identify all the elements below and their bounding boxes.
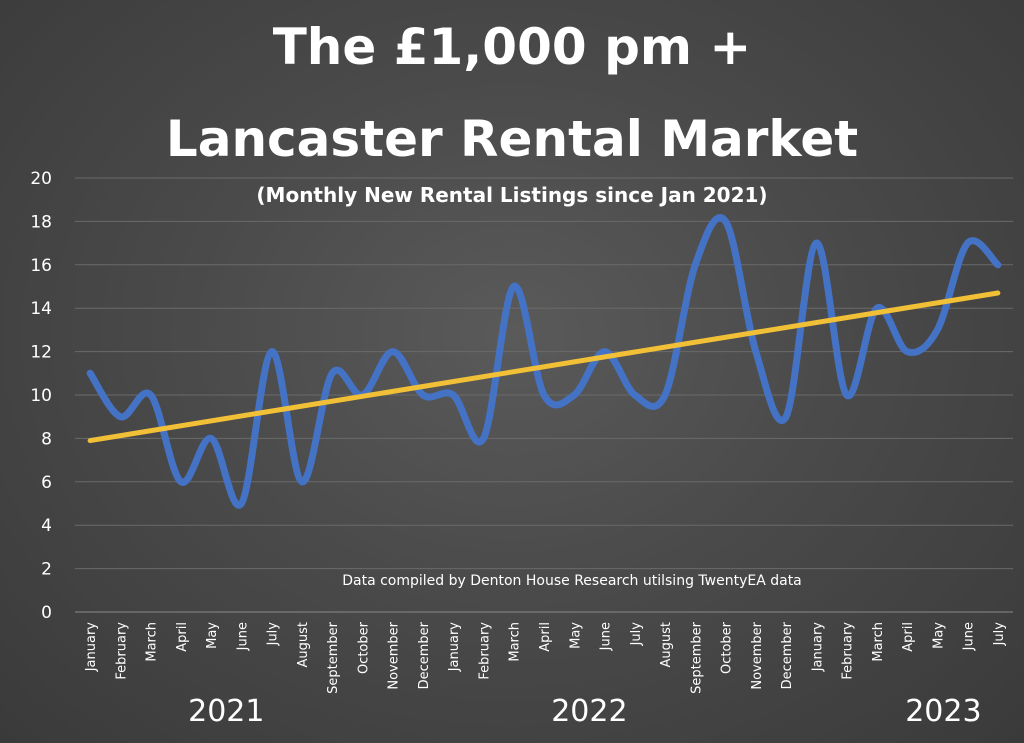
x-tick-label: June	[599, 622, 614, 651]
y-axis-tick-labels: 0 2 4 6 8 10 12 14 16 18 20	[30, 169, 52, 623]
chart-title-line1: The £1,000 pm +	[273, 18, 752, 76]
x-tick-label: June	[962, 622, 977, 651]
y-tick-label: 16	[30, 256, 52, 276]
y-tick-label: 10	[30, 386, 52, 406]
chart-title-line2: Lancaster Rental Market	[166, 110, 858, 168]
x-tick-label: April	[538, 622, 553, 652]
year-label: 2022	[551, 694, 627, 729]
x-tick-label: December	[780, 621, 795, 689]
y-tick-label: 14	[30, 299, 52, 319]
y-tick-label: 12	[30, 343, 52, 363]
x-tick-label: May	[931, 622, 946, 649]
x-tick-label: September	[689, 621, 704, 694]
y-tick-label: 18	[30, 212, 52, 232]
series-line	[86, 214, 1002, 509]
x-tick-label: January	[447, 622, 462, 673]
x-tick-label: June	[235, 622, 250, 651]
x-tick-label: August	[659, 622, 674, 668]
trendline	[87, 290, 1001, 444]
x-tick-label: March	[145, 622, 160, 662]
x-tick-label: July	[629, 622, 644, 647]
y-tick-label: 20	[30, 169, 52, 189]
x-axis-tick-labels: January February March April May June July Augu…	[84, 621, 1007, 694]
series-layer	[86, 214, 1002, 509]
x-tick-label: April	[901, 622, 916, 652]
chart-subtitle: (Monthly New Rental Listings since Jan 2…	[256, 183, 767, 207]
y-tick-label: 8	[41, 429, 52, 449]
x-tick-label: March	[871, 622, 886, 662]
y-tick-label: 6	[41, 473, 52, 493]
x-tick-label: October	[720, 621, 735, 674]
y-tick-label: 4	[41, 516, 52, 536]
x-tick-label: January	[810, 622, 825, 673]
year-labels: 2021 2022 2023	[188, 694, 981, 729]
x-tick-label: February	[477, 622, 492, 680]
x-tick-label: January	[84, 622, 99, 673]
x-tick-label: February	[841, 622, 856, 680]
x-tick-label: April	[175, 622, 190, 652]
x-tick-label: October	[356, 621, 371, 674]
x-tick-label: May	[205, 622, 220, 649]
x-tick-label: September	[326, 621, 341, 694]
trendline-layer	[87, 290, 1001, 444]
x-tick-label: May	[568, 622, 583, 649]
y-tick-label: 2	[41, 560, 52, 580]
x-tick-label: November	[387, 621, 402, 689]
x-tick-label: August	[296, 622, 311, 668]
x-tick-label: February	[114, 622, 129, 680]
x-tick-label: December	[417, 621, 432, 689]
x-tick-label: July	[266, 622, 281, 647]
x-tick-label: November	[750, 621, 765, 689]
x-tick-label: July	[992, 622, 1007, 647]
y-tick-label: 0	[41, 603, 52, 623]
x-tick-label: March	[508, 622, 523, 662]
year-label: 2023	[905, 694, 981, 729]
chart-annotation: Data compiled by Denton House Research u…	[342, 573, 802, 589]
year-label: 2021	[188, 694, 264, 729]
